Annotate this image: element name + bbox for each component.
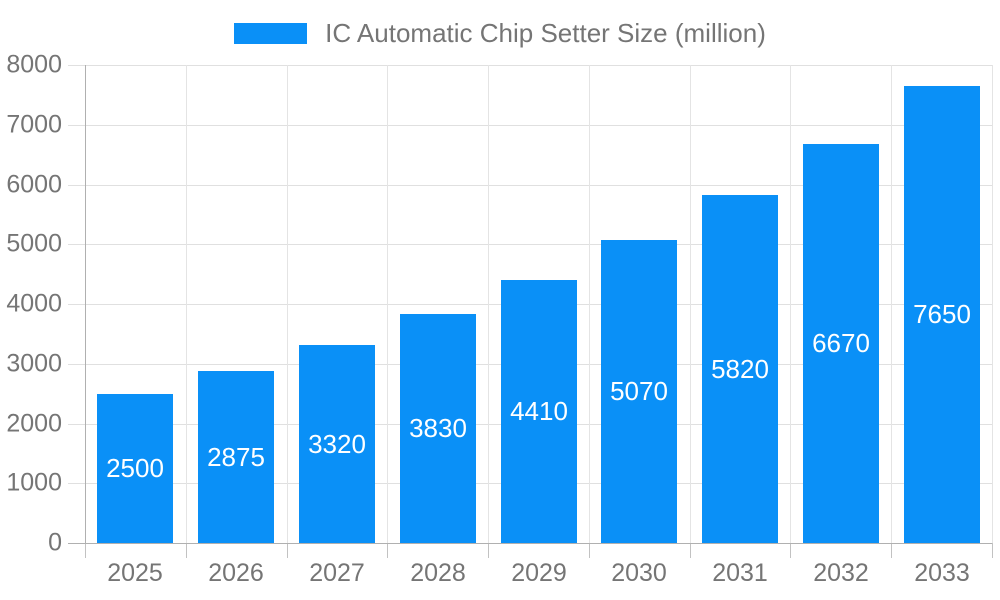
bar-value-label: 6670 (812, 328, 870, 358)
bar-value-label: 5820 (711, 353, 769, 384)
bar-2025: 2500 (97, 394, 173, 543)
y-axis-tick-label: 2000 (6, 409, 62, 438)
y-gridline (68, 125, 992, 126)
y-gridline (68, 185, 992, 186)
y-axis-line (85, 65, 86, 543)
x-gridline (387, 65, 388, 543)
legend-label: IC Automatic Chip Setter Size (million) (325, 17, 766, 48)
bar-2033: 7650 (904, 86, 980, 543)
x-axis-tick (488, 543, 489, 558)
x-axis-tick (85, 543, 86, 558)
x-axis-tick (186, 543, 187, 558)
x-axis-tick (387, 543, 388, 558)
bar-2026: 2875 (198, 371, 274, 543)
bar-2031: 5820 (702, 195, 778, 543)
x-axis-tick (589, 543, 590, 558)
x-axis-tick-label: 2027 (309, 559, 365, 587)
x-gridline (891, 65, 892, 543)
x-gridline (790, 65, 791, 543)
legend-item[interactable]: IC Automatic Chip Setter Size (million) (234, 18, 766, 49)
bar-value-label: 4410 (510, 396, 568, 426)
x-gridline (589, 65, 590, 543)
x-gridline (488, 65, 489, 543)
y-axis-tick-label: 8000 (6, 50, 62, 79)
x-axis-tick-label: 2025 (107, 559, 163, 587)
y-axis-tick-label: 4000 (6, 289, 62, 318)
x-axis-tick (287, 543, 288, 558)
y-axis-tick-label: 7000 (6, 110, 62, 139)
bar-value-label: 2500 (106, 453, 164, 483)
x-axis-tick-label: 2033 (914, 559, 970, 587)
x-gridline (287, 65, 288, 543)
bar-value-label: 2875 (207, 441, 265, 472)
x-gridline (690, 65, 691, 543)
y-gridline (68, 244, 992, 245)
bar-2030: 5070 (601, 240, 677, 543)
legend: IC Automatic Chip Setter Size (million) (0, 17, 1000, 49)
bar-value-label: 5070 (610, 376, 668, 406)
x-axis-tick-label: 2026 (208, 559, 264, 587)
y-axis-tick-label: 0 (48, 528, 62, 557)
y-gridline (68, 65, 992, 66)
bar-2027: 3320 (299, 345, 375, 543)
x-axis-tick (891, 543, 892, 558)
x-axis-tick-label: 2032 (813, 559, 869, 587)
legend-swatch-icon (234, 22, 308, 44)
x-axis-tick (790, 543, 791, 558)
x-axis-tick-label: 2029 (511, 559, 567, 587)
x-gridline (992, 65, 993, 543)
x-axis-tick-label: 2031 (712, 559, 768, 587)
x-gridline (186, 65, 187, 543)
bar-2028: 3830 (400, 314, 476, 543)
x-axis-tick-label: 2030 (611, 559, 667, 587)
bar-value-label: 7650 (913, 299, 971, 329)
x-axis-tick (690, 543, 691, 558)
x-axis-tick (992, 543, 993, 558)
x-axis-tick-label: 2028 (410, 559, 466, 587)
x-axis-line (68, 543, 992, 544)
y-axis-tick-label: 1000 (6, 468, 62, 497)
bar-value-label: 3830 (409, 413, 467, 443)
y-axis-tick-label: 5000 (6, 229, 62, 258)
y-axis-tick-label: 3000 (6, 349, 62, 378)
bar-value-label: 3320 (308, 428, 366, 459)
bar-2032: 6670 (803, 144, 879, 543)
bar-2029: 4410 (501, 280, 577, 543)
y-axis-tick-label: 6000 (6, 170, 62, 199)
